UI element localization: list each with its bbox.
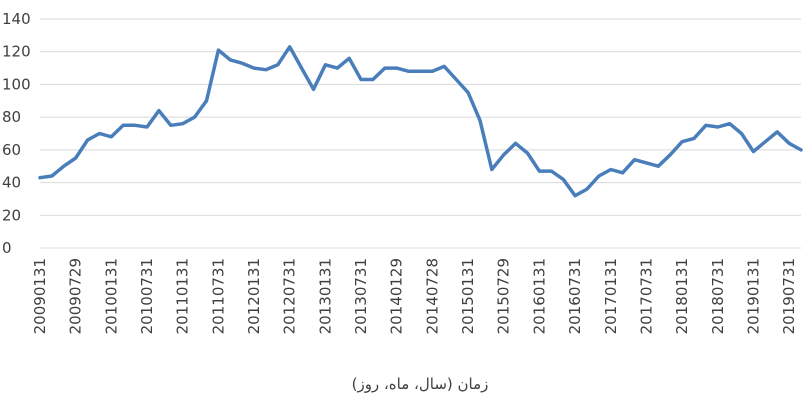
y-tick-label: 0 xyxy=(2,239,12,257)
x-tick-label: 20100131 xyxy=(102,258,120,334)
y-tick-label: 60 xyxy=(2,141,21,159)
y-tick-label: 120 xyxy=(2,43,31,61)
x-tick-label: 20150131 xyxy=(459,258,477,334)
x-tick-label: 20110731 xyxy=(209,258,227,334)
x-axis-label: زمان (سال، ماه، روز) xyxy=(352,375,489,393)
x-tick-label: 20140129 xyxy=(388,258,406,334)
x-tick-label: 20180731 xyxy=(709,258,727,334)
x-tick-label: 20130131 xyxy=(316,258,334,334)
x-tick-label: 20140728 xyxy=(423,258,441,334)
x-tick-label: 20170131 xyxy=(602,258,620,334)
x-tick-label: 20090729 xyxy=(67,258,85,334)
y-tick-label: 80 xyxy=(2,108,21,126)
x-tick-label: 20190731 xyxy=(780,258,798,334)
x-tick-label: 20130731 xyxy=(352,258,370,334)
y-tick-label: 20 xyxy=(2,206,21,224)
x-tick-label: 20160731 xyxy=(566,258,584,334)
y-tick-label: 40 xyxy=(2,174,21,192)
x-tick-label: 20190131 xyxy=(744,258,762,334)
x-tick-label: 20180131 xyxy=(673,258,691,334)
x-tick-label: 20090131 xyxy=(31,258,49,334)
x-tick-label: 20160131 xyxy=(530,258,548,334)
x-tick-label: 20150729 xyxy=(495,258,513,334)
y-tick-label: 100 xyxy=(2,75,31,93)
x-tick-label: 20100731 xyxy=(138,258,156,334)
x-tick-label: 20120131 xyxy=(245,258,263,334)
line-series xyxy=(38,45,803,198)
y-tick-label: 140 xyxy=(2,10,31,28)
x-tick-label: 20170731 xyxy=(637,258,655,334)
x-tick-label: 20110131 xyxy=(174,258,192,334)
x-tick-label: 20120731 xyxy=(281,258,299,334)
